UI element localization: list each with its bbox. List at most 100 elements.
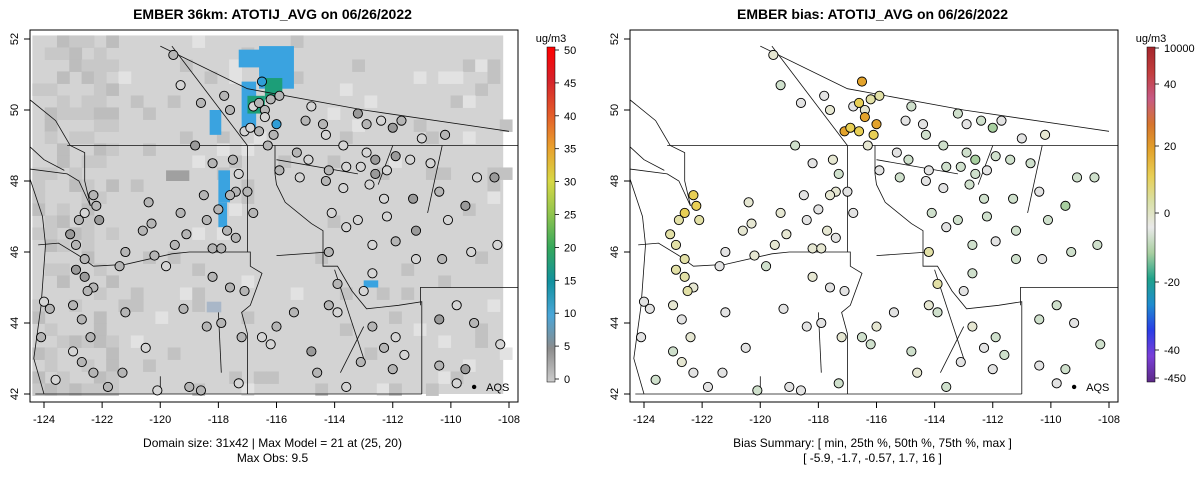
observation-station <box>143 197 154 208</box>
bias-station <box>1051 378 1062 389</box>
model-cell <box>327 215 341 228</box>
colorbar-label: 15 <box>564 275 576 287</box>
model-cell <box>499 347 513 360</box>
bias-station <box>987 364 998 375</box>
bias-station <box>990 236 1001 247</box>
x-tick-label: -114 <box>324 414 345 426</box>
border-line <box>171 45 248 146</box>
bias-station <box>871 321 882 332</box>
observation-station <box>495 339 506 350</box>
bias-station <box>923 165 934 176</box>
model-cell <box>364 347 378 360</box>
observation-station <box>291 147 302 158</box>
model-cell <box>44 263 58 276</box>
model-cell <box>290 287 304 300</box>
model-cell <box>69 179 83 192</box>
observation-station <box>390 236 401 247</box>
bias-station <box>1060 200 1071 211</box>
model-cell <box>32 191 46 204</box>
bias-station <box>833 168 844 179</box>
model-cell <box>93 47 107 60</box>
observation-station <box>387 364 398 375</box>
y-tick-label: 44 <box>9 317 21 329</box>
bias-station <box>1034 186 1045 197</box>
y-tick-label: 50 <box>9 104 21 116</box>
model-cell <box>290 35 304 48</box>
x-tick-label: -116 <box>866 414 887 426</box>
observation-station <box>405 154 416 165</box>
model-footer-max-obs: Max Obs: 9.5 <box>236 451 309 465</box>
bias-station <box>970 168 981 179</box>
model-cell <box>450 95 464 108</box>
x-tick-label: -112 <box>982 414 1003 426</box>
model-cell <box>241 143 255 156</box>
observation-station <box>152 385 163 396</box>
model-unit-label: ug/m3 <box>536 33 567 45</box>
bias-station <box>673 214 684 226</box>
model-cell <box>81 59 95 72</box>
observation-station <box>76 314 87 325</box>
border-line <box>876 159 958 175</box>
model-cell <box>143 359 156 372</box>
model-cell <box>93 335 107 348</box>
bias-station <box>824 190 836 201</box>
observation-station <box>219 90 230 101</box>
observation-station <box>355 356 366 368</box>
observation-station <box>437 254 448 265</box>
bias-station <box>865 339 876 350</box>
model-cell <box>376 383 390 396</box>
bias-station <box>854 97 865 108</box>
bias-station <box>819 90 830 101</box>
border-line <box>276 251 329 256</box>
model-cell <box>81 71 95 84</box>
model-cell <box>56 335 70 348</box>
model-cell <box>56 275 70 288</box>
bias-station <box>976 115 987 126</box>
bias-station <box>970 154 981 165</box>
model-cell <box>56 95 70 108</box>
border-line <box>760 45 1110 132</box>
observation-station <box>352 108 363 119</box>
model-cell <box>376 287 390 300</box>
bias-station <box>990 151 1001 162</box>
observation-station <box>73 214 84 226</box>
colorbar-label: 10000 <box>1164 43 1195 55</box>
border-line <box>876 251 929 256</box>
model-cell <box>56 143 70 156</box>
model-cell <box>130 287 144 300</box>
bias-station <box>816 317 827 329</box>
model-cell <box>216 143 230 156</box>
observation-station <box>320 175 331 187</box>
observation-station <box>201 214 212 226</box>
model-cell <box>44 359 58 372</box>
observation-station <box>79 254 90 265</box>
border-line <box>30 146 65 171</box>
model-cell <box>69 383 83 396</box>
bias-station <box>923 246 934 258</box>
bias-station <box>798 190 809 201</box>
observation-station <box>256 332 268 343</box>
y-tick-label: 42 <box>609 388 621 400</box>
observation-station <box>338 140 349 151</box>
bias-station <box>868 129 879 140</box>
model-cell <box>438 167 452 180</box>
model-cell <box>32 371 46 384</box>
bias-station <box>720 307 731 318</box>
observation-station <box>68 300 79 311</box>
observation-station <box>367 239 378 250</box>
model-hotspot-cell <box>218 202 228 228</box>
bias-station <box>688 190 699 201</box>
observation-station <box>326 207 337 218</box>
model-cell <box>56 263 70 276</box>
model-hotspot-cell <box>218 170 230 203</box>
colorbar-label: -20 <box>1164 277 1180 289</box>
observation-station <box>239 285 250 297</box>
bias-station <box>981 165 992 176</box>
bias-station <box>1060 364 1071 375</box>
model-cell <box>204 71 218 84</box>
bias-station <box>807 243 818 254</box>
observation-station <box>341 381 352 392</box>
observation-station <box>82 285 93 297</box>
x-tick-label: -114 <box>924 414 945 426</box>
colorbar-label: 30 <box>564 177 576 189</box>
